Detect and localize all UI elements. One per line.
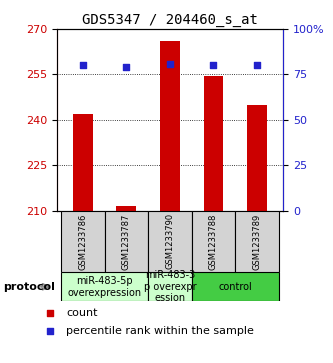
Point xyxy=(254,62,260,68)
Text: GSM1233786: GSM1233786 xyxy=(78,213,87,270)
Text: count: count xyxy=(66,308,98,318)
Point xyxy=(48,310,53,316)
Point xyxy=(124,64,129,70)
Text: miR-483-3
p overexpr
ession: miR-483-3 p overexpr ession xyxy=(144,270,196,303)
Text: protocol: protocol xyxy=(3,282,55,292)
Bar xyxy=(160,41,179,211)
Text: GSM1233789: GSM1233789 xyxy=(252,213,261,269)
Bar xyxy=(191,211,235,272)
Bar xyxy=(105,211,148,272)
Text: GSM1233790: GSM1233790 xyxy=(165,213,174,269)
Bar xyxy=(61,272,148,301)
Text: GSM1233788: GSM1233788 xyxy=(209,213,218,270)
Title: GDS5347 / 204460_s_at: GDS5347 / 204460_s_at xyxy=(82,13,258,26)
Text: miR-483-5p
overexpression: miR-483-5p overexpression xyxy=(68,276,142,298)
Point xyxy=(48,328,53,334)
Bar xyxy=(235,211,279,272)
Point xyxy=(167,61,172,68)
Text: GSM1233787: GSM1233787 xyxy=(122,213,131,270)
Text: control: control xyxy=(218,282,252,292)
Point xyxy=(80,62,85,68)
Bar xyxy=(117,206,136,211)
Bar xyxy=(148,272,191,301)
Bar xyxy=(203,76,223,211)
Bar xyxy=(247,105,267,211)
Bar xyxy=(61,211,105,272)
Text: percentile rank within the sample: percentile rank within the sample xyxy=(66,326,254,336)
Bar xyxy=(73,114,93,211)
Point xyxy=(211,62,216,68)
Bar xyxy=(191,272,279,301)
Bar xyxy=(148,211,191,272)
